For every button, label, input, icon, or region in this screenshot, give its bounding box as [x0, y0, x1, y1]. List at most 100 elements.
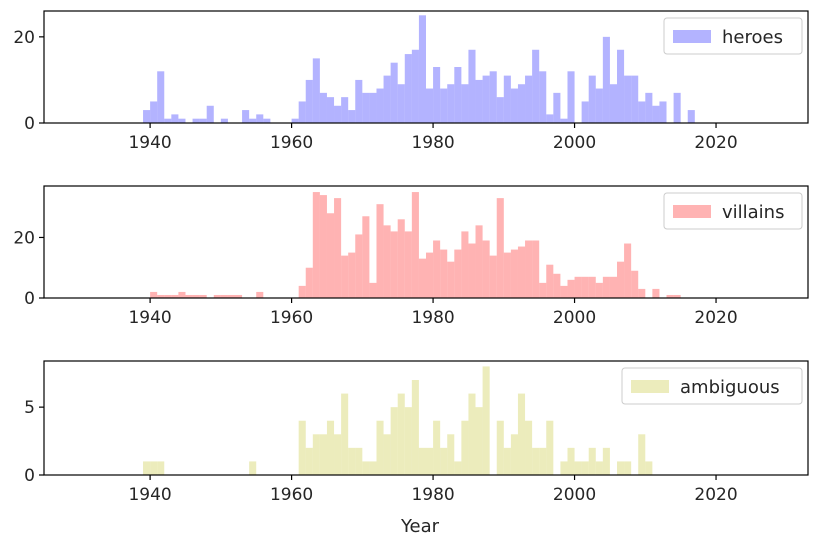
bar-heroes	[631, 75, 639, 123]
x-tick-label: 1940	[128, 133, 171, 153]
bar-villains	[213, 294, 221, 298]
bar-heroes	[539, 71, 547, 123]
bar-heroes	[411, 49, 419, 124]
x-axis-title: Year	[400, 516, 440, 537]
bar-villains	[567, 279, 575, 298]
bar-villains	[256, 291, 264, 298]
x-tick-label: 1960	[270, 485, 313, 505]
y-tick-label: 0	[24, 289, 35, 309]
bar-ambiguous	[447, 434, 455, 475]
legend: heroes	[663, 17, 803, 55]
bar-ambiguous	[383, 434, 391, 475]
y-tick-label: 0	[24, 114, 35, 134]
bar-heroes	[164, 118, 172, 123]
bar-ambiguous	[334, 434, 342, 475]
bar-ambiguous	[546, 420, 554, 475]
bar-ambiguous	[510, 434, 518, 475]
chart-panel-villains: 1940 1960 1980 2000 2020 0 20 villains	[13, 185, 809, 328]
bar-ambiguous	[305, 447, 313, 475]
bar-ambiguous	[341, 393, 349, 475]
bar-ambiguous	[602, 447, 610, 475]
bar-heroes	[220, 118, 228, 123]
bar-villains	[171, 294, 179, 298]
bar-villains	[496, 198, 504, 298]
bar-villains	[235, 294, 243, 298]
x-tick-label: 1980	[411, 133, 454, 153]
bar-heroes	[567, 71, 575, 123]
bar-heroes	[447, 84, 455, 123]
x-tick-label: 1980	[411, 308, 454, 328]
x-tick-label: 2020	[694, 133, 737, 153]
x-tick-label: 1960	[270, 133, 313, 153]
bar-heroes	[263, 118, 271, 123]
bar-villains	[433, 240, 441, 298]
bar-heroes	[348, 110, 356, 123]
bar-villains	[185, 294, 193, 298]
bar-villains	[150, 291, 158, 298]
bar-villains	[503, 252, 511, 298]
bar-ambiguous	[376, 420, 384, 475]
bar-heroes	[256, 114, 264, 123]
chart-panel-ambiguous: 1940 1960 1980 2000 2020 0 5 ambiguous Year	[24, 360, 809, 537]
x-tick-label: 1940	[128, 308, 171, 328]
bar-villains	[638, 288, 646, 298]
chart-panel-heroes: 1940 1960 1980 2000 2020 0 20 heroes	[13, 10, 809, 153]
bar-heroes	[199, 118, 207, 123]
bar-ambiguous	[433, 420, 441, 475]
bar-villains	[369, 282, 377, 298]
bar-villains	[164, 294, 172, 298]
x-tick-label: 2020	[694, 485, 737, 505]
bar-villains	[617, 261, 625, 298]
bar-villains	[666, 294, 674, 298]
bar-heroes	[433, 67, 441, 123]
y-tick-label: 0	[24, 466, 35, 486]
legend-box	[663, 17, 803, 55]
bar-ambiguous	[157, 461, 165, 475]
bar-villains	[652, 288, 660, 298]
bar-villains	[192, 294, 200, 298]
bar-ambiguous	[517, 393, 526, 475]
legend-swatch	[673, 30, 711, 43]
legend-swatch	[631, 380, 669, 393]
bar-ambiguous	[532, 447, 540, 475]
bar-villains	[390, 231, 398, 298]
bar-ambiguous	[426, 447, 434, 475]
bar-ambiguous	[312, 434, 320, 475]
bar-villains	[489, 255, 497, 298]
bar-heroes	[560, 118, 568, 123]
bar-heroes	[178, 118, 186, 123]
bar-ambiguous	[503, 447, 511, 475]
bar-heroes	[532, 49, 540, 124]
bar-ambiguous	[249, 461, 257, 475]
legend-box	[663, 192, 803, 230]
bar-ambiguous	[348, 447, 356, 475]
bar-villains	[546, 264, 554, 298]
bar-villains	[475, 225, 483, 298]
bar-ambiguous	[404, 407, 412, 475]
bar-heroes	[341, 97, 349, 123]
bar-ambiguous	[454, 461, 462, 475]
bar-villains	[355, 234, 363, 298]
x-tick-label: 2000	[553, 308, 596, 328]
x-tick-label: 2000	[553, 485, 596, 505]
bar-villains	[609, 276, 617, 298]
bar-heroes	[157, 71, 165, 123]
bar-heroes	[249, 118, 257, 123]
bar-villains	[624, 243, 632, 298]
bar-heroes	[326, 97, 335, 123]
bar-heroes	[192, 118, 200, 123]
bar-ambiguous	[482, 366, 490, 475]
bar-heroes	[312, 58, 320, 124]
bar-villains	[510, 249, 518, 298]
axes-frame	[43, 360, 809, 476]
bar-heroes	[369, 92, 377, 123]
bar-heroes	[305, 79, 313, 123]
axes-frame	[43, 185, 809, 299]
bar-heroes	[426, 88, 434, 123]
bar-heroes	[482, 75, 490, 123]
bar-heroes	[525, 75, 533, 123]
bar-ambiguous	[588, 447, 596, 475]
bar-villains	[319, 195, 327, 298]
bar-heroes	[362, 92, 370, 123]
